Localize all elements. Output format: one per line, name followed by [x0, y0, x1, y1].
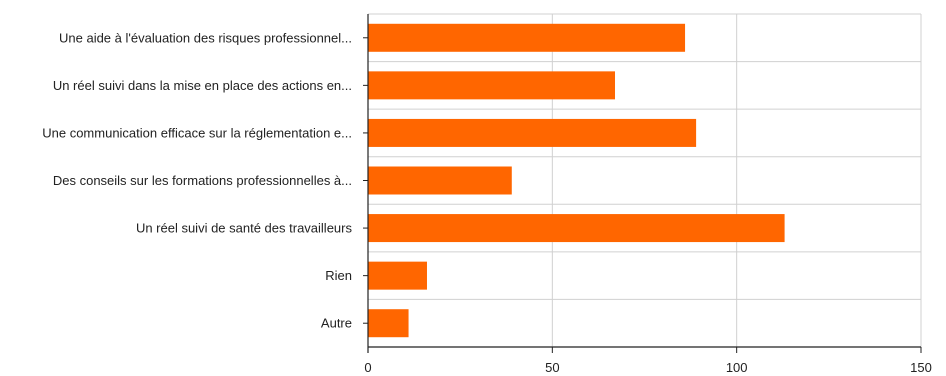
bars — [368, 23, 785, 338]
category-label: Rien — [325, 268, 352, 283]
bar — [368, 261, 427, 290]
category-label: Autre — [321, 316, 352, 331]
x-tick-label: 0 — [364, 360, 371, 375]
bar — [368, 166, 512, 195]
bar — [368, 309, 409, 338]
category-label: Une communication efficace sur la réglem… — [42, 125, 352, 140]
axes — [363, 14, 922, 353]
bar — [368, 23, 686, 52]
bar — [368, 118, 697, 147]
bar — [368, 71, 616, 100]
category-label: Une aide à l'évaluation des risques prof… — [59, 30, 352, 45]
x-tick-label: 150 — [910, 360, 932, 375]
bar — [368, 214, 785, 243]
gridlines — [368, 13, 922, 348]
category-label: Un réel suivi de santé des travailleurs — [136, 221, 353, 236]
x-tick-labels: 0 50 100 150 — [364, 360, 931, 375]
x-tick-label: 50 — [545, 360, 559, 375]
category-label: Un réel suivi dans la mise en place des … — [53, 78, 352, 93]
category-labels: Une aide à l'évaluation des risques prof… — [42, 30, 352, 330]
category-label: Des conseils sur les formations professi… — [53, 173, 352, 188]
x-tick-label: 100 — [726, 360, 748, 375]
